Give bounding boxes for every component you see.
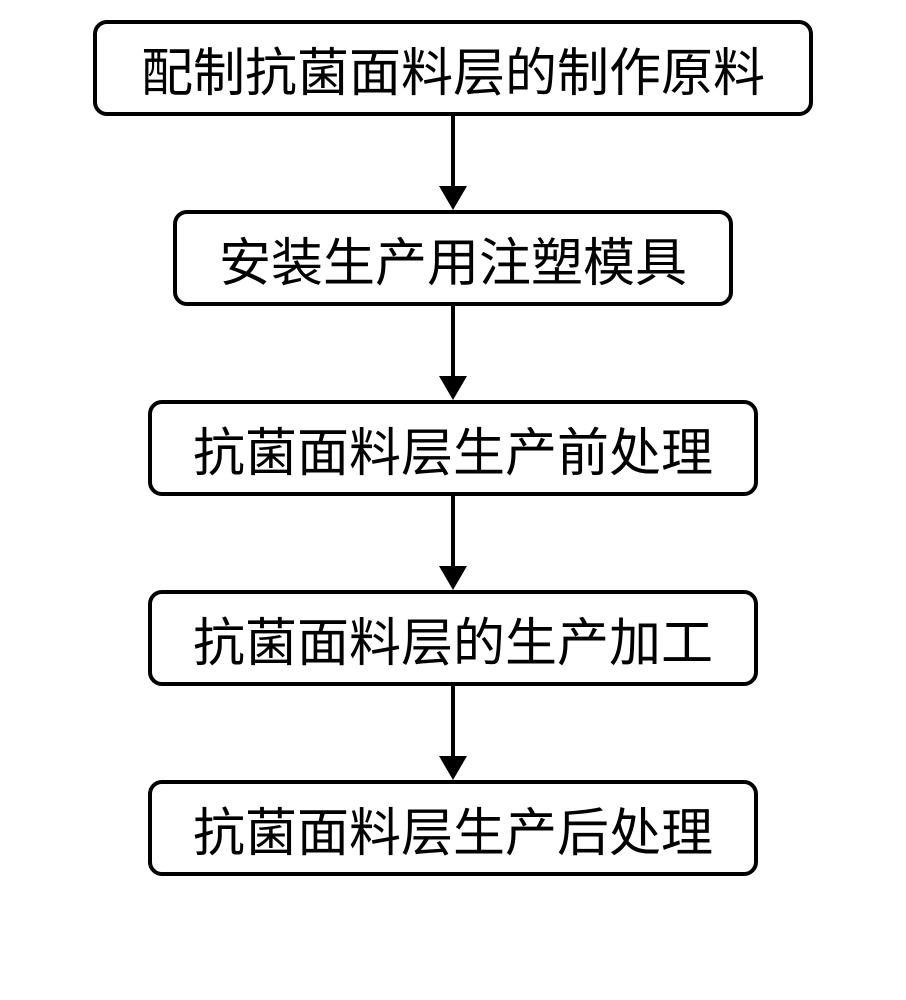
- flowchart-arrow: [439, 116, 467, 210]
- flowchart-arrow: [439, 496, 467, 590]
- flowchart-node: 抗菌面料层生产后处理: [148, 780, 758, 876]
- flowchart-node: 抗菌面料层生产前处理: [148, 400, 758, 496]
- node-label: 抗菌面料层生产前处理: [193, 411, 713, 486]
- arrow-head-icon: [439, 756, 467, 780]
- arrow-line: [451, 116, 455, 186]
- flowchart-container: 配制抗菌面料层的制作原料 安装生产用注塑模具 抗菌面料层生产前处理 抗菌面料层的…: [93, 20, 813, 876]
- arrow-head-icon: [439, 566, 467, 590]
- arrow-line: [451, 686, 455, 756]
- node-label: 抗菌面料层的生产加工: [193, 601, 713, 676]
- arrow-head-icon: [439, 186, 467, 210]
- node-label: 抗菌面料层生产后处理: [193, 791, 713, 866]
- arrow-head-icon: [439, 376, 467, 400]
- arrow-line: [451, 496, 455, 566]
- flowchart-arrow: [439, 306, 467, 400]
- node-label: 安装生产用注塑模具: [219, 221, 687, 296]
- node-label: 配制抗菌面料层的制作原料: [141, 31, 765, 106]
- flowchart-arrow: [439, 686, 467, 780]
- flowchart-node: 配制抗菌面料层的制作原料: [93, 20, 813, 116]
- flowchart-node: 抗菌面料层的生产加工: [148, 590, 758, 686]
- flowchart-node: 安装生产用注塑模具: [173, 210, 733, 306]
- arrow-line: [451, 306, 455, 376]
